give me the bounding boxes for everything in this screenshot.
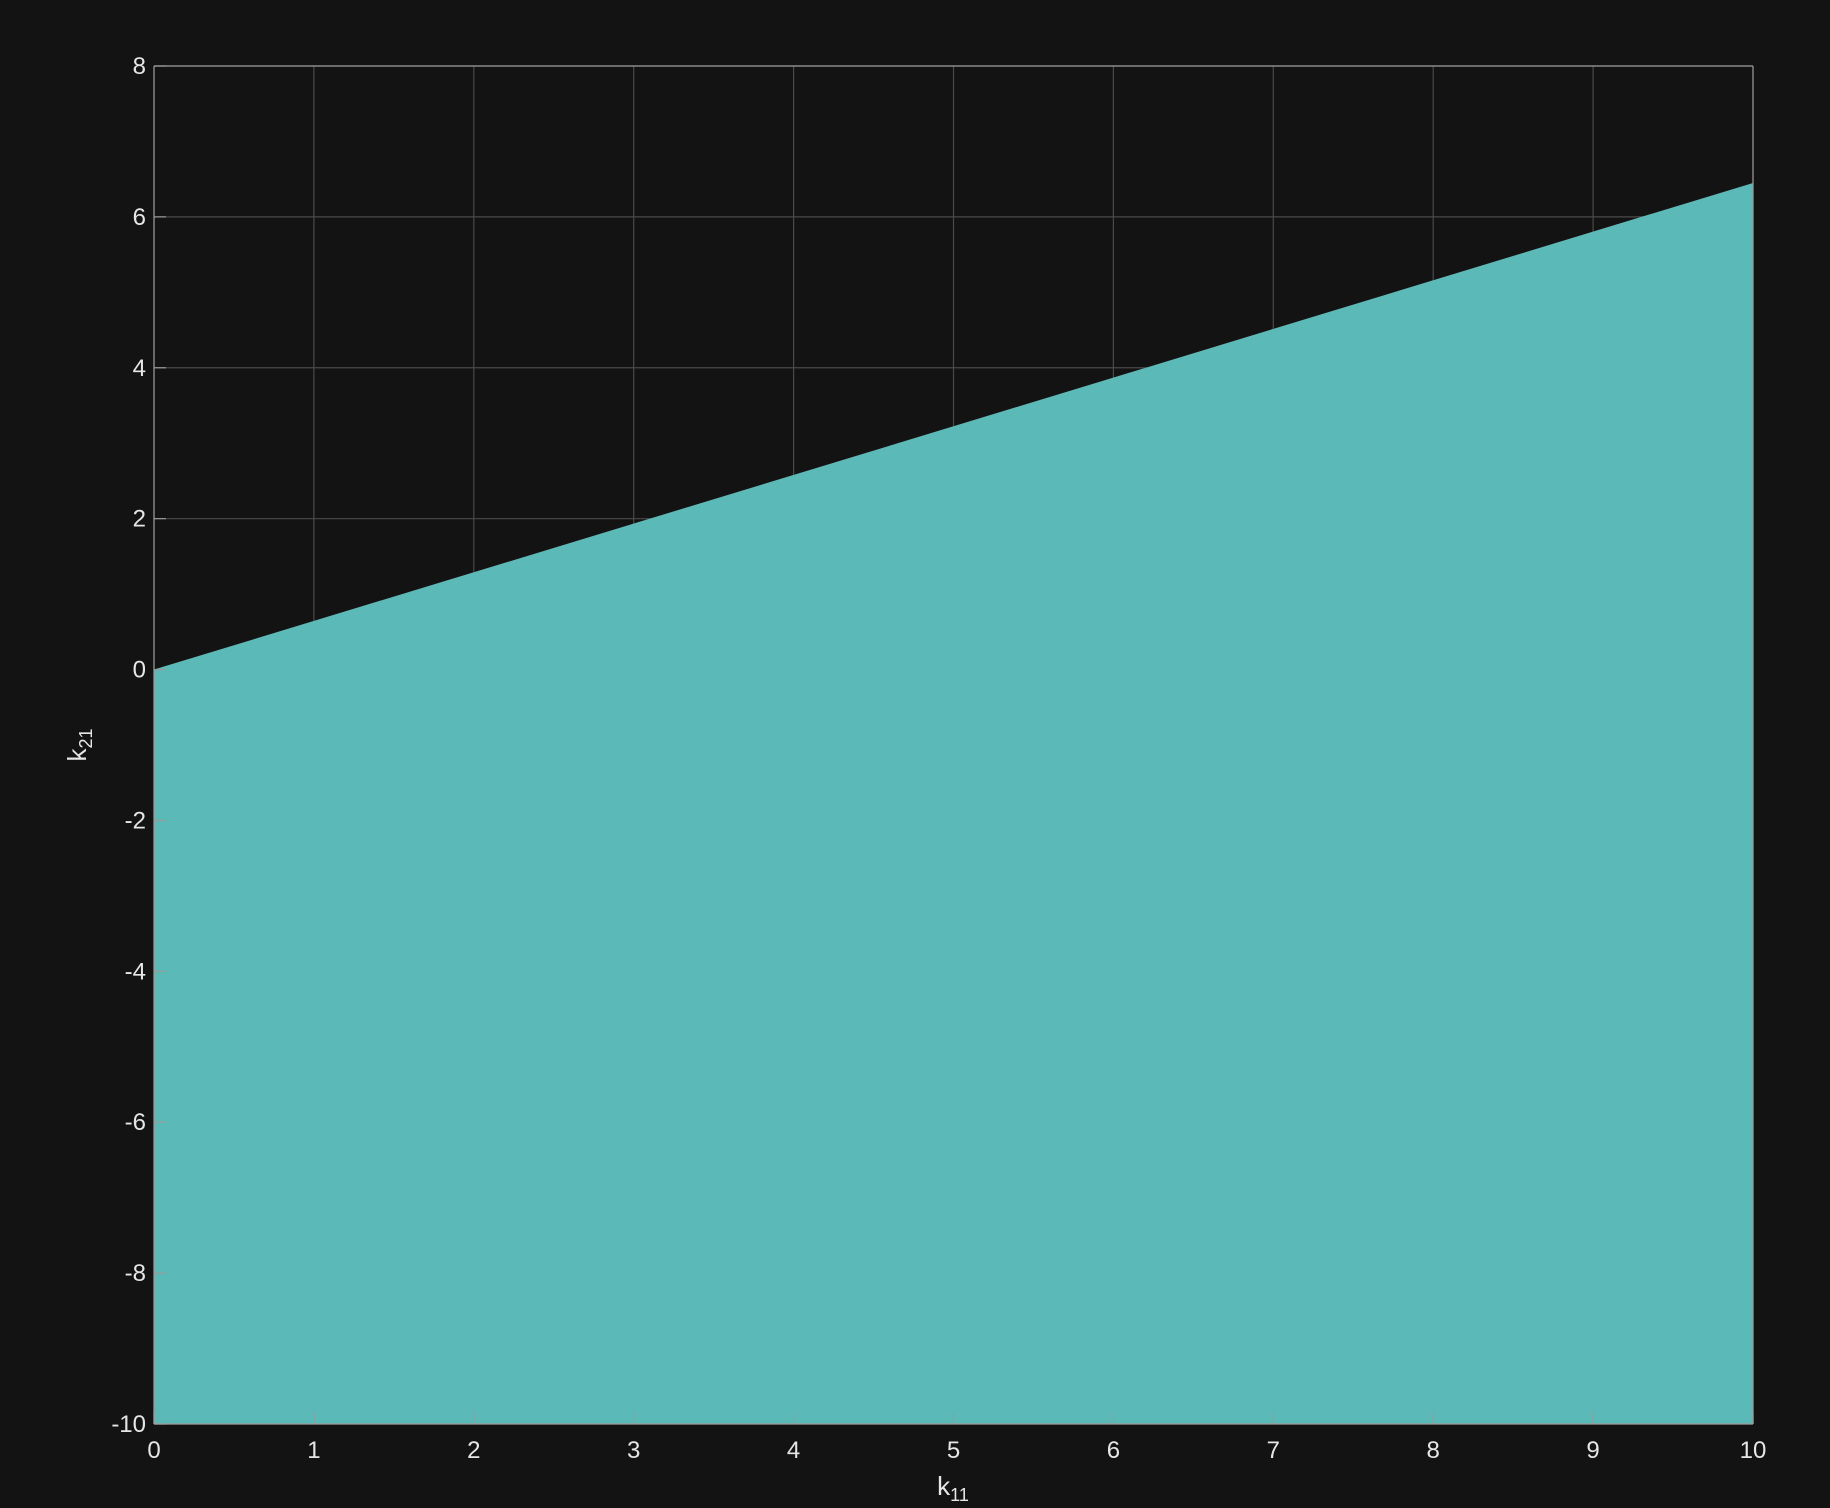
y-tick-label: 0 — [133, 657, 146, 684]
x-axis-label-sub: 11 — [950, 1485, 969, 1505]
area-fill-0 — [154, 182, 1753, 1425]
x-tick-label: 2 — [467, 1437, 480, 1464]
axes — [153, 65, 1754, 1425]
y-tick-label: -6 — [125, 1109, 146, 1136]
x-tick-label: 8 — [1427, 1437, 1440, 1464]
y-axis-label: k21 — [62, 728, 96, 761]
y-tick-label: -8 — [125, 1260, 146, 1287]
y-tick-labels: -10 -8 -6 -4 -2 0 2 4 6 8 — [111, 53, 166, 1438]
x-tick-label: 6 — [1107, 1437, 1120, 1464]
x-axis-label: k11 — [937, 1471, 969, 1505]
x-tick-label: 9 — [1586, 1437, 1599, 1464]
x-tick-label: 10 — [1740, 1437, 1767, 1464]
x-tick-label: 0 — [147, 1437, 160, 1464]
y-tick-label: -2 — [125, 807, 146, 834]
y-tick-label: 2 — [133, 506, 146, 533]
y-tick-label: 8 — [133, 53, 146, 80]
y-tick-label: 4 — [133, 355, 146, 382]
feasible-region — [154, 182, 1753, 1425]
x-tick-label: 3 — [627, 1437, 640, 1464]
y-axis-label-sub: 21 — [76, 728, 96, 748]
y-tick-label: -10 — [111, 1411, 146, 1438]
x-tick-labels: 0 1 2 3 4 5 6 7 8 9 10 — [147, 1412, 1766, 1464]
x-tick-label: 4 — [787, 1437, 800, 1464]
x-axis-label-main: k — [937, 1471, 951, 1501]
x-tick-label: 1 — [307, 1437, 320, 1464]
x-tick-label: 7 — [1267, 1437, 1280, 1464]
y-axis-label-main: k — [62, 748, 92, 762]
x-tick-label: 5 — [947, 1437, 960, 1464]
y-tick-label: 6 — [133, 204, 146, 231]
y-tick-label: -4 — [125, 958, 146, 985]
